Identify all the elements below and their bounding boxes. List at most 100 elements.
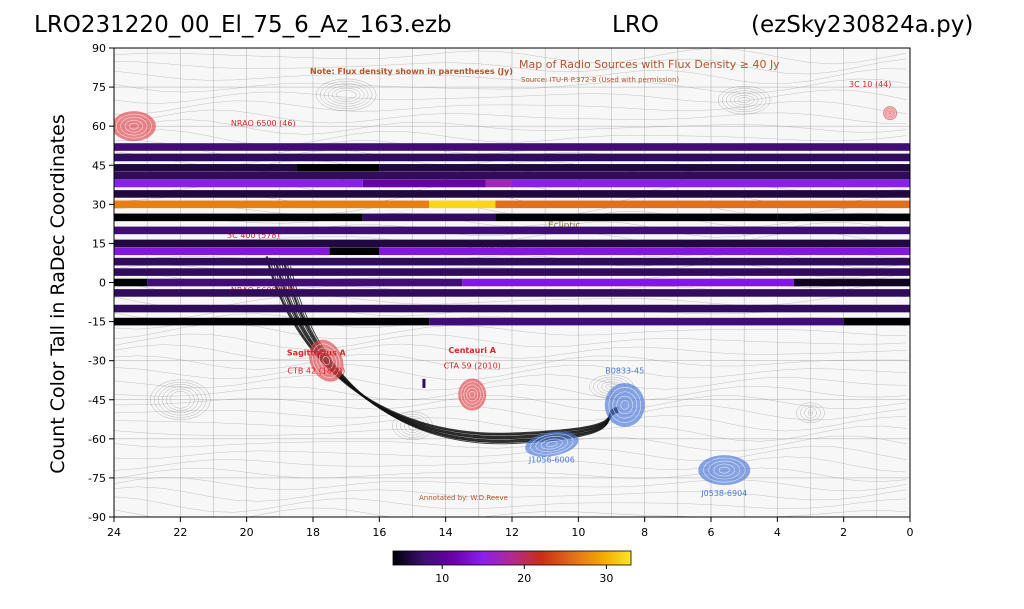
heatmap-cell <box>462 278 794 287</box>
x-tick-label: 6 <box>708 526 715 539</box>
contour-line <box>114 129 907 146</box>
contour-line <box>114 456 907 473</box>
source-label: B0833-45 <box>605 367 644 376</box>
source-label: CTA 59 (2010) <box>444 361 501 370</box>
y-tick-label: -90 <box>88 511 106 524</box>
source-blob <box>525 431 579 457</box>
contour-line <box>114 496 907 513</box>
heatmap-cell <box>429 200 496 209</box>
heatmap-cell <box>114 247 330 256</box>
heatmap-cell <box>114 278 148 287</box>
source-ring <box>315 347 337 374</box>
source-ring <box>129 122 139 130</box>
contour-line <box>114 58 907 75</box>
file-title: LRO231220_00_El_75_6_Az_163.ezb <box>34 12 452 38</box>
source-fill <box>883 106 898 121</box>
heatmap-cell <box>379 247 910 256</box>
heatmap-cell <box>114 289 910 297</box>
y-tick-label: 75 <box>92 81 106 94</box>
y-tick-label: 0 <box>99 277 106 290</box>
source-blob <box>309 339 344 382</box>
source-ring <box>612 391 638 419</box>
x-tick-label: 14 <box>439 526 453 539</box>
colorbar-ticks: 10 20 30 <box>435 565 613 585</box>
heatmap-cell <box>114 171 910 180</box>
colorbar-tick-label: 10 <box>435 572 449 585</box>
heatmap-cell <box>495 200 910 209</box>
source-label: J0538-6904 <box>700 489 747 498</box>
contour-line <box>114 364 907 381</box>
source-ring <box>312 343 341 378</box>
source-label: Centauri A <box>448 346 496 355</box>
contour-line <box>114 415 907 432</box>
source-ring <box>460 381 484 408</box>
source-ring <box>466 387 479 402</box>
source-fill <box>525 431 579 457</box>
source-label: J1056-6006 <box>528 455 575 464</box>
script-title: (ezSky230824a.py) <box>751 12 974 38</box>
heatmap-cell <box>114 200 430 209</box>
source-label: Sagittarius A <box>287 348 347 357</box>
y-axis-label: Count Color Tall in RaDec Coordinates <box>47 114 69 474</box>
source-ring <box>319 351 334 370</box>
heatmap-cell <box>362 179 486 188</box>
heatmap-cell <box>362 213 496 222</box>
heatmap-cell <box>114 143 910 151</box>
heatmap-cell <box>114 268 910 276</box>
ecliptic-label: Ecliptic <box>548 221 580 231</box>
contour-line <box>114 48 907 65</box>
source-ring <box>469 391 476 399</box>
y-tick-label: 15 <box>92 237 106 250</box>
contour-line <box>114 343 907 360</box>
contour-line <box>114 119 907 135</box>
contour-line <box>114 89 907 104</box>
x-tick-label: 0 <box>907 526 914 539</box>
x-tick-label: 4 <box>774 526 781 539</box>
source-ring <box>115 113 152 139</box>
source-ring <box>535 436 569 452</box>
heatmap-cell <box>114 239 910 248</box>
heatmap-cell <box>296 164 380 172</box>
contour-line <box>114 333 907 350</box>
heatmap-cell <box>512 179 910 188</box>
source-ring <box>708 460 741 480</box>
source-fill <box>604 382 645 427</box>
source-ring <box>713 463 735 477</box>
source-ring <box>124 119 143 133</box>
galactic-plane <box>265 256 619 445</box>
annotated-by: Annotated by: W.D.Reeve <box>419 494 508 502</box>
x-tick-label: 2 <box>840 526 847 539</box>
source-label: 3C 10 (44) <box>849 80 891 89</box>
heatmap-cell <box>114 213 363 222</box>
x-tick-label: 22 <box>173 526 187 539</box>
x-tick-label: 18 <box>306 526 320 539</box>
source-ring <box>322 356 331 366</box>
contour-line <box>114 445 907 461</box>
heatmap-cell <box>114 164 297 172</box>
source-ring <box>884 107 896 120</box>
heatmap-cell <box>114 226 910 235</box>
source-blob <box>458 378 487 411</box>
source-ring <box>120 116 148 136</box>
heatmap-cell <box>114 179 363 188</box>
contour-line <box>114 109 907 125</box>
contour-line <box>114 405 907 421</box>
source-credit: Source: ITU-R P.372-8 (Used with permiss… <box>521 76 679 84</box>
source-ring <box>888 111 892 115</box>
y-tick-label: 60 <box>92 120 106 133</box>
y-tick-label: -60 <box>88 433 106 446</box>
heatmap-cell <box>114 257 910 266</box>
note-text: Note: Flux density shown in parentheses … <box>310 67 513 76</box>
colorbar-tick-label: 20 <box>517 572 531 585</box>
source-blob <box>114 111 156 142</box>
source-blob <box>883 106 898 121</box>
x-tick-label: 8 <box>641 526 648 539</box>
contour-line <box>114 78 907 94</box>
contour-line <box>114 353 907 370</box>
heatmap-cell <box>114 317 430 326</box>
source-ring <box>703 457 746 483</box>
heatmap-cell <box>114 153 910 162</box>
sky-map-background: NRAO 6500 (46)3C 10 (44)3C 400 (578)3C 2… <box>114 48 910 517</box>
x-tick-label: 12 <box>505 526 519 539</box>
